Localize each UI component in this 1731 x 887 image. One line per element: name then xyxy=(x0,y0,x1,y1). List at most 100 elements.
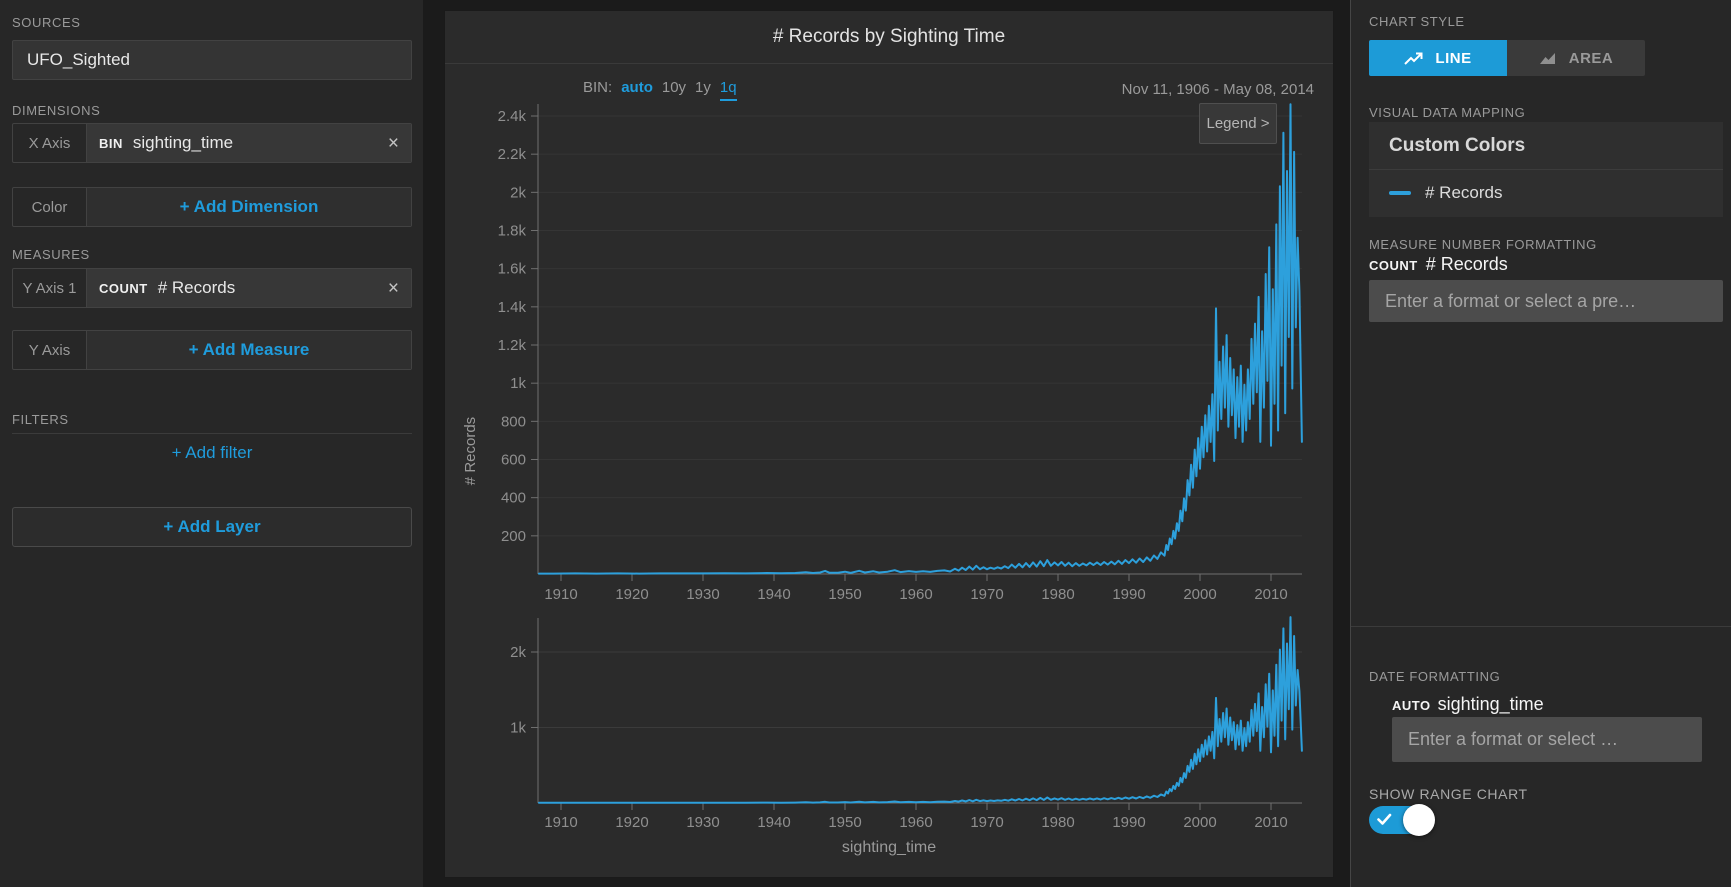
y-axis-slot-label: Y Axis xyxy=(13,331,87,369)
range-x-tick-label: 2010 xyxy=(1254,814,1287,831)
y-axis1-row: Y Axis 1 COUNT # Records × xyxy=(12,268,412,308)
chart-style-label: CHART STYLE xyxy=(1369,14,1465,29)
bin-selector: BIN: auto 10y 1y 1q xyxy=(583,79,737,101)
measure-number-formatting-label: MEASURE NUMBER FORMATTING xyxy=(1369,237,1597,252)
bin-label: BIN: xyxy=(583,79,613,96)
filters-label: FILTERS xyxy=(12,412,69,427)
toggle-knob[interactable] xyxy=(1403,804,1435,836)
date-range-text: Nov 11, 1906 - May 08, 2014 xyxy=(1121,81,1314,98)
main-x-tick-label: 1950 xyxy=(828,586,861,603)
x-axis-slot-label: X Axis xyxy=(13,124,87,162)
add-measure-button[interactable]: + Add Measure xyxy=(87,331,411,369)
measure-format-input[interactable] xyxy=(1369,280,1723,322)
main-x-tick-label: 1960 xyxy=(899,586,932,603)
visual-data-mapping-label: VISUAL DATA MAPPING xyxy=(1369,105,1526,120)
y-axis-title: # Records xyxy=(462,417,479,485)
range-x-tick-label: 1950 xyxy=(828,814,861,831)
color-dimension-row: Color + Add Dimension xyxy=(12,187,412,227)
series-legend-item[interactable]: # Records xyxy=(1369,170,1723,217)
range-series-line xyxy=(538,616,1303,804)
date-format-input[interactable] xyxy=(1392,717,1702,762)
date-format-target: AUTO sighting_time xyxy=(1392,694,1544,715)
bin-option-1q[interactable]: 1q xyxy=(719,79,737,101)
close-icon[interactable]: × xyxy=(387,132,399,154)
main-y-tick-label: 400 xyxy=(501,490,526,507)
style-panel: CHART STYLE LINE AREA VISUAL DATA MAPPIN… xyxy=(1350,0,1731,887)
range-x-tick-label: 1920 xyxy=(615,814,648,831)
chart-style-toggle: LINE AREA xyxy=(1369,40,1645,76)
add-layer-button[interactable]: + Add Layer xyxy=(12,507,412,547)
title-divider xyxy=(445,63,1333,64)
main-y-tick-label: 2.4k xyxy=(498,108,527,125)
main-series-line xyxy=(538,103,1303,575)
auto-prefix: AUTO xyxy=(1392,698,1431,713)
main-x-tick-label: 1920 xyxy=(615,586,648,603)
range-x-tick-label: 1980 xyxy=(1041,814,1074,831)
main-y-tick-label: 1.6k xyxy=(498,261,527,278)
main-y-tick-label: 2k xyxy=(510,184,526,201)
chart-plot-area[interactable]: 200 400 600 800 1k 1.2k 1.4k 1.6k 1.8k 2k 2.2k 2.4k… xyxy=(445,11,1335,879)
y-axis-add-row: Y Axis + Add Measure xyxy=(12,330,412,370)
source-selector[interactable]: UFO_Sighted xyxy=(12,40,412,80)
range-x-tick-label: 1990 xyxy=(1112,814,1145,831)
add-filter-button[interactable]: + Add filter xyxy=(12,438,412,468)
range-y-tick-label: 1k xyxy=(510,720,526,737)
count-prefix: COUNT xyxy=(1369,258,1418,273)
filters-divider xyxy=(12,433,412,434)
range-x-tick-label: 1970 xyxy=(970,814,1003,831)
line-chart-icon xyxy=(1404,52,1423,65)
bin-option-auto[interactable]: auto xyxy=(621,79,653,96)
main-x-tick-label: 1910 xyxy=(544,586,577,603)
chart-panel: # Records by Sighting Time BIN: auto 10y… xyxy=(444,10,1334,878)
x-axis-field-name: sighting_time xyxy=(132,133,234,152)
range-y-tick-label: 2k xyxy=(510,644,526,661)
count-fn-tag: COUNT xyxy=(99,280,148,296)
show-range-chart-label: SHOW RANGE CHART xyxy=(1369,786,1528,802)
area-style-label: AREA xyxy=(1568,49,1614,67)
auto-field-name: sighting_time xyxy=(1437,694,1544,714)
config-sidebar: SOURCES UFO_Sighted DIMENSIONS X Axis BI… xyxy=(0,0,423,887)
custom-colors-heading: Custom Colors xyxy=(1369,122,1723,170)
line-style-button[interactable]: LINE xyxy=(1369,40,1507,76)
area-style-button[interactable]: AREA xyxy=(1507,40,1645,76)
measure-format-target: COUNT # Records xyxy=(1369,254,1508,275)
bin-option-10y[interactable]: 10y xyxy=(661,79,687,96)
range-x-tick-label: 1960 xyxy=(899,814,932,831)
visual-data-mapping-panel: Custom Colors # Records xyxy=(1369,122,1723,217)
measures-label: MEASURES xyxy=(12,247,90,262)
main-y-tick-label: 600 xyxy=(501,452,526,469)
main-y-tick-label: 2.2k xyxy=(498,146,527,163)
count-field-name: # Records xyxy=(1425,254,1508,274)
series-legend-name: # Records xyxy=(1425,183,1503,202)
bin-fn-tag: BIN xyxy=(99,135,123,151)
add-layer-label: + Add Layer xyxy=(163,517,261,536)
bin-option-1y[interactable]: 1y xyxy=(695,79,711,96)
color-slot-label: Color xyxy=(13,188,87,226)
check-icon xyxy=(1377,813,1392,825)
range-x-tick-label: 1930 xyxy=(686,814,719,831)
main-x-tick-label: 1940 xyxy=(757,586,790,603)
sources-label: SOURCES xyxy=(12,15,81,30)
chart-title: # Records by Sighting Time xyxy=(772,26,1006,47)
main-y-tick-label: 1k xyxy=(510,375,526,392)
add-dimension-label: + Add Dimension xyxy=(179,197,319,216)
close-icon[interactable]: × xyxy=(387,277,399,299)
main-y-tick-label: 200 xyxy=(501,528,526,545)
main-y-tick-label: 1.2k xyxy=(498,337,527,354)
panel-divider xyxy=(1351,626,1731,627)
main-x-tick-label: 1980 xyxy=(1041,586,1074,603)
add-filter-label: + Add filter xyxy=(171,443,253,462)
add-dimension-button[interactable]: + Add Dimension xyxy=(87,188,411,226)
x-axis-field-button[interactable]: BIN sighting_time × xyxy=(87,124,411,162)
main-x-tick-label: 2000 xyxy=(1183,586,1216,603)
show-range-chart-toggle[interactable] xyxy=(1369,804,1435,836)
main-x-tick-label: 2010 xyxy=(1254,586,1287,603)
main-x-tick-label: 1990 xyxy=(1112,586,1145,603)
y-axis1-field-name: # Records xyxy=(157,278,236,297)
x-axis-title: sighting_time xyxy=(841,839,937,856)
y-axis1-field-button[interactable]: COUNT # Records × xyxy=(87,269,411,307)
legend-button[interactable]: Legend > xyxy=(1199,103,1277,144)
y-axis1-slot-label: Y Axis 1 xyxy=(13,269,87,307)
dimensions-label: DIMENSIONS xyxy=(12,103,101,118)
